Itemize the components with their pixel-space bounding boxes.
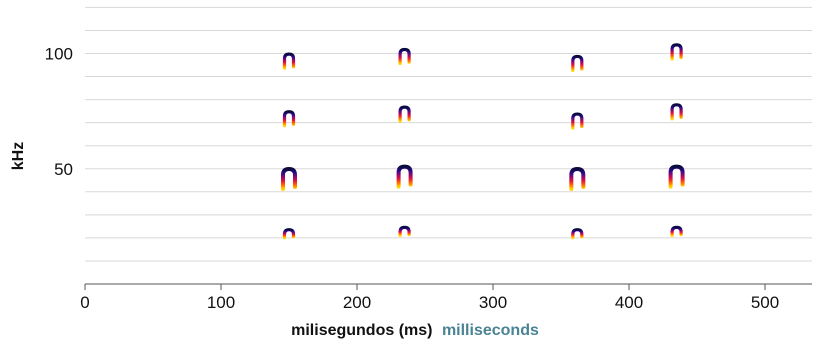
- x-axis-ticks: 0 100 200 300 400 500: [80, 284, 779, 312]
- call-harmonic-mark: [398, 47, 411, 66]
- call-harmonic-mark: [670, 103, 683, 121]
- call-harmonic-mark: [282, 228, 296, 240]
- x-tick-label: 100: [207, 293, 235, 312]
- y-tick-label: 100: [45, 45, 73, 64]
- call-harmonic-mark: [569, 166, 586, 191]
- call-harmonic-mark: [398, 105, 411, 123]
- call-harmonic-mark: [571, 228, 584, 240]
- call-marks: [281, 43, 685, 240]
- x-tick-label: 200: [343, 293, 371, 312]
- x-tick-label: 300: [479, 293, 507, 312]
- x-axis-label-secondary: milliseconds: [442, 322, 539, 339]
- call-harmonic-mark: [398, 225, 411, 237]
- y-axis-ticks: 50 100: [45, 45, 73, 179]
- x-tick-label: 500: [751, 293, 779, 312]
- call-harmonic-mark: [571, 54, 584, 73]
- call-harmonic-mark: [282, 110, 296, 128]
- call-harmonic-mark: [282, 52, 296, 70]
- call-harmonic-mark: [668, 164, 685, 189]
- call-harmonic-mark: [281, 166, 297, 191]
- y-tick-label: 50: [54, 160, 73, 179]
- y-axis-label: kHz: [10, 142, 27, 170]
- x-tick-label: 400: [615, 293, 643, 312]
- call-harmonic-mark: [571, 112, 584, 130]
- call-harmonic-mark: [396, 164, 413, 189]
- grid-lines: [85, 6, 812, 262]
- x-axis-label: milisegundos (ms) milliseconds: [291, 322, 539, 339]
- x-tick-label: 0: [80, 293, 89, 312]
- call-harmonic-mark: [670, 225, 683, 237]
- x-axis-label-primary: milisegundos (ms): [291, 322, 432, 339]
- call-harmonic-mark: [670, 43, 683, 61]
